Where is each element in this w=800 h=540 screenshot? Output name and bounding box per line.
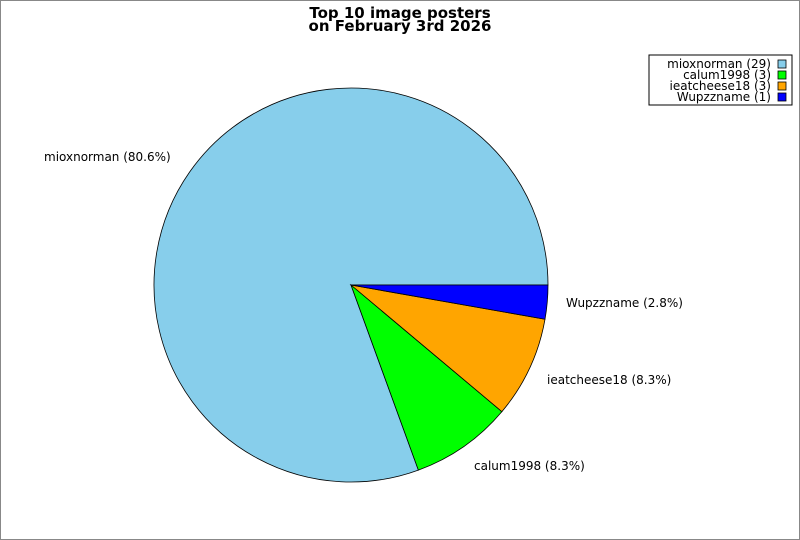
slice-label-calum1998: calum1998 (8.3%) xyxy=(474,459,585,473)
pie-slice-wupzzname xyxy=(350,284,549,320)
chart-legend: mioxnorman (29)calum1998 (3)ieatcheese18… xyxy=(648,54,793,106)
legend-box xyxy=(648,54,793,106)
legend-swatch-calum1998 xyxy=(777,70,787,80)
slice-label-mioxnorman: mioxnorman (80.6%) xyxy=(44,150,171,164)
chart-title-line-1: Top 10 image posters xyxy=(309,4,490,22)
slice-label-wupzzname: Wupzzname (2.8%) xyxy=(566,296,683,310)
pie-slice-ieatcheese18 xyxy=(349,284,546,413)
legend-label-calum1998: calum1998 (3) xyxy=(683,68,771,82)
legend-swatch-mioxnorman xyxy=(777,59,787,69)
legend-swatch-wupzzname xyxy=(777,92,787,102)
pie-slice-labels: mioxnorman (80.6%) calum1998 (8.3%) ieatch… xyxy=(44,150,683,473)
legend-label-mioxnorman: mioxnorman (29) xyxy=(667,57,771,71)
legend-label-wupzzname: Wupzzname (1) xyxy=(677,90,771,104)
slice-label-ieatcheese18: ieatcheese18 (8.3%) xyxy=(547,373,671,387)
chart-title-line-2: on February 3rd 2026 xyxy=(309,17,492,35)
legend-swatch-ieatcheese18 xyxy=(777,81,787,91)
pie-slice-mioxnorman xyxy=(153,87,549,483)
pie-slice-calum1998 xyxy=(350,283,503,471)
legend-label-ieatcheese18: ieatcheese18 (3) xyxy=(670,79,771,93)
pie-slices xyxy=(153,87,549,483)
